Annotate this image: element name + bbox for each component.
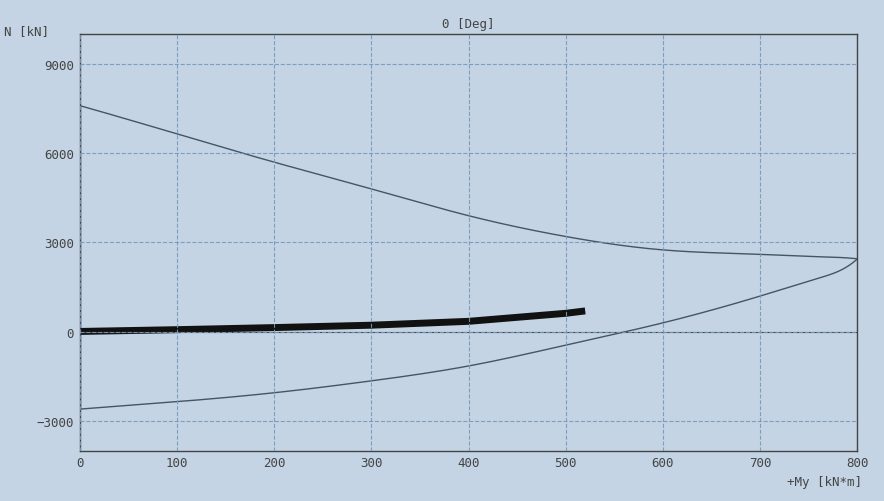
- Text: +My [kN*m]: +My [kN*m]: [787, 475, 862, 488]
- Text: N [kN]: N [kN]: [4, 25, 50, 38]
- Title: 0 [Deg]: 0 [Deg]: [442, 18, 495, 31]
